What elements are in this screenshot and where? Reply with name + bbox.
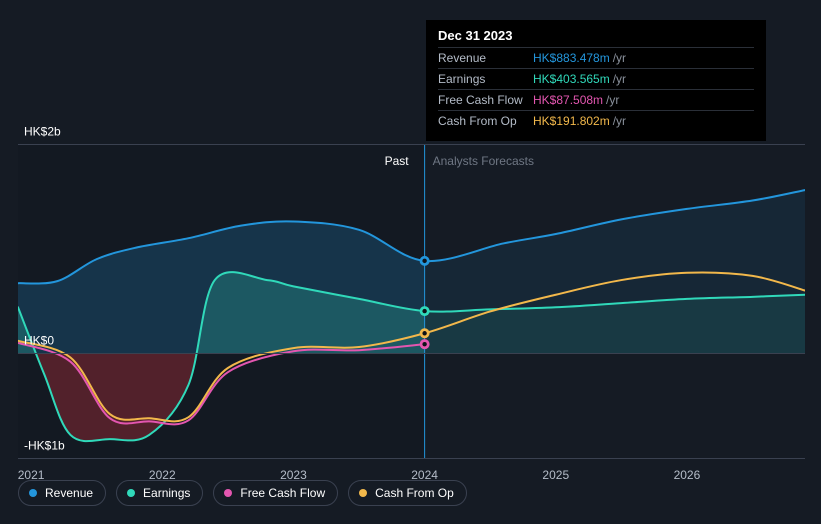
chart-legend: Revenue Earnings Free Cash Flow Cash From O… bbox=[18, 480, 467, 506]
y-axis-label: -HK$1b bbox=[24, 438, 65, 452]
tooltip-metric-unit: /yr bbox=[613, 114, 626, 128]
tooltip-metric-unit: /yr bbox=[606, 93, 619, 107]
tooltip-metric-label: Earnings bbox=[438, 72, 533, 86]
chart-tooltip: Dec 31 2023 RevenueHK$883.478m/yrEarning… bbox=[426, 20, 766, 141]
legend-swatch-icon bbox=[359, 489, 367, 497]
tooltip-row: Cash From OpHK$191.802m/yr bbox=[438, 110, 754, 131]
legend-item[interactable]: Cash From Op bbox=[348, 480, 467, 506]
tooltip-metric-value: HK$403.565m bbox=[533, 72, 610, 86]
y-gridline bbox=[18, 144, 805, 145]
legend-swatch-icon bbox=[224, 489, 232, 497]
x-axis-label: 2026 bbox=[674, 468, 701, 482]
forecast-region-label: Analysts Forecasts bbox=[433, 154, 534, 168]
legend-swatch-icon bbox=[127, 489, 135, 497]
legend-label: Cash From Op bbox=[375, 486, 454, 500]
tooltip-row: RevenueHK$883.478m/yr bbox=[438, 47, 754, 68]
tooltip-metric-unit: /yr bbox=[613, 72, 626, 86]
tooltip-metric-label: Cash From Op bbox=[438, 114, 533, 128]
tooltip-metric-unit: /yr bbox=[613, 51, 626, 65]
tooltip-metric-value: HK$191.802m bbox=[533, 114, 610, 128]
tooltip-row: EarningsHK$403.565m/yr bbox=[438, 68, 754, 89]
legend-label: Revenue bbox=[45, 486, 93, 500]
y-axis-label: HK$0 bbox=[24, 334, 54, 348]
tooltip-metric-value: HK$87.508m bbox=[533, 93, 603, 107]
y-axis-label: HK$2b bbox=[24, 124, 61, 138]
tooltip-metric-value: HK$883.478m bbox=[533, 51, 610, 65]
x-axis-label: 2025 bbox=[542, 468, 569, 482]
legend-label: Earnings bbox=[143, 486, 190, 500]
tooltip-metric-label: Revenue bbox=[438, 51, 533, 65]
y-gridline bbox=[18, 353, 805, 354]
legend-item[interactable]: Free Cash Flow bbox=[213, 480, 338, 506]
legend-swatch-icon bbox=[29, 489, 37, 497]
past-region-label: Past bbox=[385, 154, 409, 168]
legend-item[interactable]: Revenue bbox=[18, 480, 106, 506]
tooltip-row: Free Cash FlowHK$87.508m/yr bbox=[438, 89, 754, 110]
legend-item[interactable]: Earnings bbox=[116, 480, 203, 506]
y-gridline bbox=[18, 458, 805, 459]
financials-chart: Dec 31 2023 RevenueHK$883.478m/yrEarning… bbox=[18, 18, 805, 506]
legend-label: Free Cash Flow bbox=[240, 486, 325, 500]
tooltip-metric-label: Free Cash Flow bbox=[438, 93, 533, 107]
tooltip-date: Dec 31 2023 bbox=[438, 28, 754, 47]
